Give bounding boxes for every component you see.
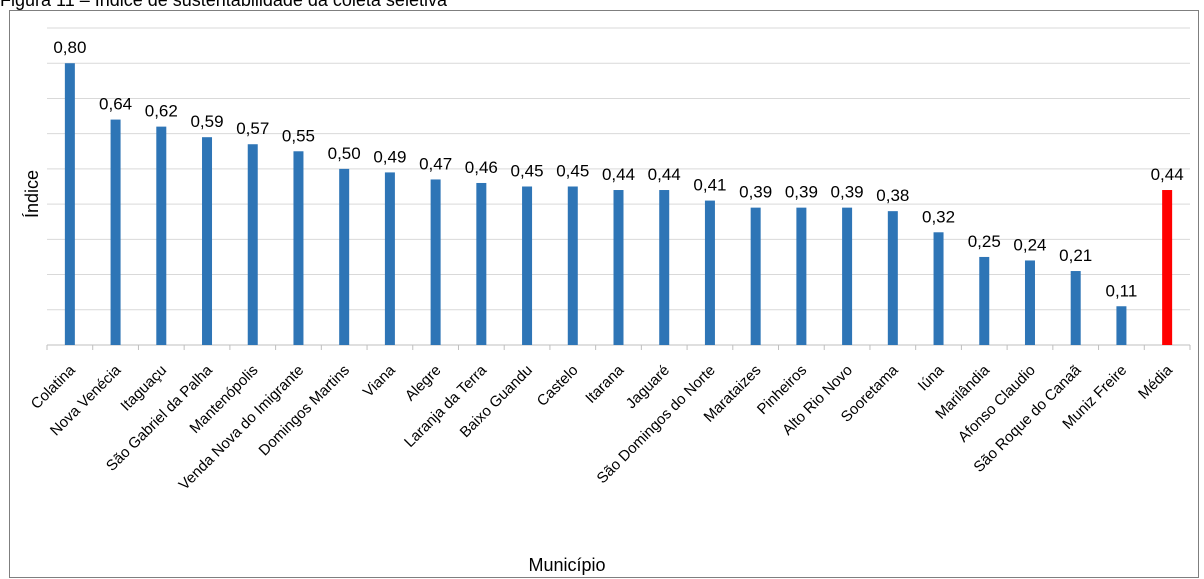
bar-21 bbox=[1024, 260, 1035, 345]
data-label-18: 0,38 bbox=[876, 186, 909, 205]
bar-3 bbox=[202, 137, 213, 345]
bar-9 bbox=[476, 182, 487, 345]
bar-20 bbox=[979, 256, 990, 345]
data-label-10: 0,45 bbox=[511, 162, 544, 181]
bar-13 bbox=[659, 190, 670, 345]
data-label-19: 0,32 bbox=[922, 207, 955, 226]
data-label-3: 0,59 bbox=[190, 112, 223, 131]
bar-11 bbox=[567, 186, 578, 345]
data-label-7: 0,49 bbox=[373, 147, 406, 166]
data-label-17: 0,39 bbox=[831, 183, 864, 202]
x-tick-label-19: Iúna bbox=[915, 361, 948, 394]
x-tick-label-8: Alegre bbox=[402, 362, 445, 405]
data-label-22: 0,21 bbox=[1059, 246, 1092, 265]
bar-1 bbox=[110, 119, 121, 345]
data-label-5: 0,55 bbox=[282, 126, 315, 145]
bar-8 bbox=[430, 179, 441, 345]
data-label-20: 0,25 bbox=[968, 232, 1001, 251]
x-axis-title: Município bbox=[528, 555, 605, 575]
data-labels: 0,80 0,64 0,62 0,59 0,57 0,55 0,50 0,49 0,47 0,46… bbox=[53, 38, 1183, 300]
data-label-1: 0,64 bbox=[99, 95, 132, 114]
data-label-13: 0,44 bbox=[648, 165, 681, 184]
bar-22 bbox=[1070, 271, 1081, 345]
data-label-24: 0,44 bbox=[1151, 165, 1184, 184]
data-label-9: 0,46 bbox=[465, 158, 498, 177]
bar-5 bbox=[293, 151, 304, 345]
bar-18 bbox=[887, 211, 898, 345]
x-tick-label-12: Itarana bbox=[582, 361, 628, 407]
data-label-11: 0,45 bbox=[556, 162, 589, 181]
y-axis-title: Índice bbox=[22, 170, 42, 218]
data-label-21: 0,24 bbox=[1013, 235, 1046, 254]
x-tick-label-11: Castelo bbox=[534, 362, 582, 410]
bar-23 bbox=[1116, 306, 1127, 345]
data-label-8: 0,47 bbox=[419, 154, 452, 173]
bar-24 bbox=[1162, 190, 1173, 345]
data-label-23: 0,11 bbox=[1106, 281, 1138, 300]
x-tick-label-7: Viana bbox=[360, 361, 399, 400]
bar-6 bbox=[339, 168, 350, 345]
bar-14 bbox=[704, 200, 715, 345]
data-label-15: 0,39 bbox=[739, 183, 772, 202]
data-label-12: 0,44 bbox=[602, 165, 635, 184]
data-label-6: 0,50 bbox=[328, 144, 361, 163]
bar-17 bbox=[842, 207, 853, 345]
bar-7 bbox=[384, 172, 395, 345]
data-label-2: 0,62 bbox=[145, 102, 178, 121]
data-label-14: 0,41 bbox=[693, 176, 726, 195]
bar-0 bbox=[64, 63, 75, 345]
data-label-4: 0,57 bbox=[236, 119, 269, 138]
bar-2 bbox=[156, 126, 167, 345]
bar-19 bbox=[933, 232, 944, 345]
bars bbox=[64, 63, 1173, 345]
x-tick-label-9: Laranja da Terra bbox=[401, 361, 491, 451]
data-label-16: 0,39 bbox=[785, 183, 818, 202]
figure-caption: Figura 11 – Índice de sustentabilidade d… bbox=[0, 0, 447, 10]
bar-12 bbox=[613, 190, 624, 345]
data-label-0: 0,80 bbox=[53, 38, 86, 57]
bar-15 bbox=[750, 207, 761, 345]
bar-10 bbox=[522, 186, 533, 345]
bar-16 bbox=[796, 207, 807, 345]
bar-4 bbox=[247, 144, 258, 345]
x-tick-label-24: Média bbox=[1135, 361, 1176, 402]
